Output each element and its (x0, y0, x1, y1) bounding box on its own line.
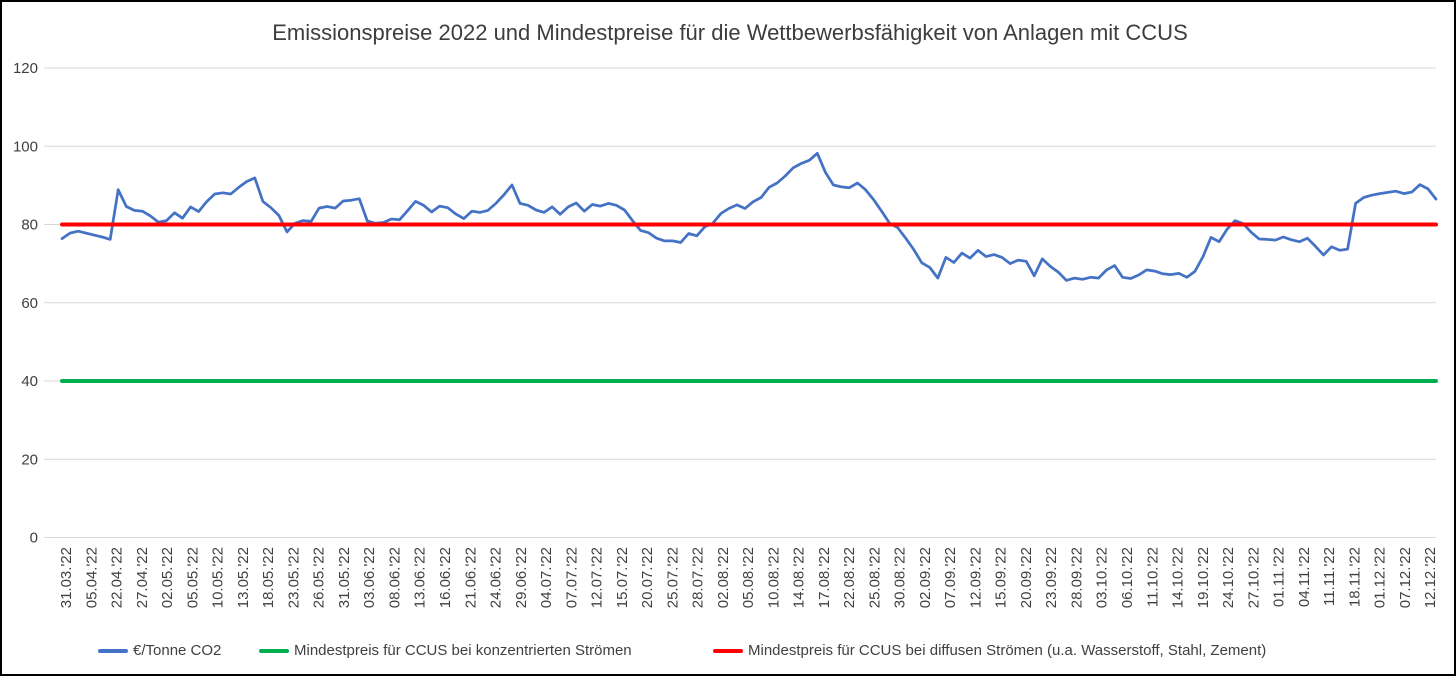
x-tick-label: 14.08.'22 (791, 547, 808, 608)
x-tick-label: 28.09.'22 (1068, 547, 1085, 608)
x-tick-label: 16.06.'22 (437, 547, 454, 608)
x-tick-label: 19.10.'22 (1195, 547, 1212, 608)
x-tick-label: 12.12.'22 (1422, 547, 1439, 608)
legend-item: Mindestpreis für CCUS bei diffusen Ström… (713, 642, 1266, 659)
y-tick-label: 40 (21, 373, 38, 390)
x-tick-label: 10.05.'22 (210, 547, 227, 608)
x-tick-label: 18.11.'22 (1346, 547, 1363, 607)
x-tick-label: 14.10.'22 (1170, 547, 1187, 608)
x-tick-label: 26.05.'22 (311, 547, 328, 608)
x-tick-label: 05.04.'22 (83, 547, 100, 608)
x-tick-label: 15.07.'22 (614, 547, 631, 608)
x-tick-label: 02.09.'22 (917, 547, 934, 608)
legend-label: Mindestpreis für CCUS bei konzentrierten… (294, 642, 632, 659)
x-tick-label: 29.06.'22 (513, 547, 530, 608)
gridlines (44, 67, 1436, 538)
x-tick-label: 01.12.'22 (1372, 547, 1389, 608)
x-tick-label: 24.06.'22 (488, 547, 505, 608)
x-tick-label: 27.04.'22 (134, 547, 151, 608)
legend-line-swatch (713, 648, 743, 653)
y-tick-label: 60 (21, 295, 38, 312)
x-tick-label: 31.05.'22 (336, 547, 353, 608)
y-tick-label: 120 (13, 60, 38, 77)
x-tick-label: 12.09.'22 (967, 547, 984, 608)
x-tick-label: 25.07.'22 (664, 547, 681, 608)
legend-label: Mindestpreis für CCUS bei diffusen Ström… (748, 642, 1267, 659)
y-tick-label: 100 (13, 138, 38, 155)
x-tick-label: 24.10.'22 (1220, 547, 1237, 608)
legend-line-swatch (259, 648, 289, 653)
x-tick-label: 23.05.'22 (285, 547, 302, 608)
x-tick-label: 28.07.'22 (690, 547, 707, 608)
x-tick-label: 13.05.'22 (235, 547, 252, 608)
chart-title: Emissionspreise 2022 und Mindestpreise f… (272, 20, 1188, 45)
x-tick-label: 02.05.'22 (159, 547, 176, 608)
x-tick-label: 07.12.'22 (1397, 547, 1414, 608)
x-tick-label: 05.05.'22 (184, 547, 201, 608)
x-tick-label: 11.10.'22 (1144, 547, 1161, 607)
y-axis-tick-labels: 0 20 40 60 80 100 120 (13, 60, 38, 547)
x-tick-label: 03.06.'22 (361, 547, 378, 608)
x-tick-label: 06.10.'22 (1119, 547, 1136, 608)
legend-item: Mindestpreis für CCUS bei konzentrierten… (259, 642, 632, 659)
legend-item: €/Tonne CO2 (98, 642, 221, 659)
x-tick-label: 22.08.'22 (841, 547, 858, 608)
x-tick-label: 07.09.'22 (942, 547, 959, 608)
y-tick-label: 20 (21, 451, 38, 468)
x-tick-label: 25.08.'22 (866, 547, 883, 608)
x-tick-label: 23.09.'22 (1043, 547, 1060, 608)
x-tick-label: 27.10.'22 (1245, 547, 1262, 608)
x-tick-label: 20.07.'22 (639, 547, 656, 608)
legend-line-swatch (98, 648, 128, 653)
legend-label: €/Tonne CO2 (133, 642, 222, 659)
x-tick-label: 21.06.'22 (462, 547, 479, 608)
x-tick-label: 08.06.'22 (386, 547, 403, 608)
x-tick-label: 12.07.'22 (589, 547, 606, 608)
x-tick-label: 17.08.'22 (816, 547, 833, 608)
x-tick-label: 02.08.'22 (715, 547, 732, 608)
x-tick-label: 04.07.'22 (538, 547, 555, 608)
data-series-lines (60, 151, 1438, 383)
x-tick-label: 03.10.'22 (1094, 547, 1111, 608)
x-tick-label: 18.05.'22 (260, 547, 277, 608)
co2-price-line (60, 151, 1438, 282)
x-tick-label: 31.03.'22 (58, 547, 75, 608)
x-tick-label: 22.04.'22 (109, 547, 126, 608)
y-tick-label: 80 (21, 217, 38, 234)
x-tick-label: 10.08.'22 (765, 547, 782, 608)
x-tick-label: 13.06.'22 (412, 547, 429, 608)
x-tick-label: 11.11.'22 (1321, 547, 1338, 606)
y-tick-label: 0 (30, 530, 38, 547)
x-tick-label: 05.08.'22 (740, 547, 757, 608)
x-tick-label: 20.09.'22 (1018, 547, 1035, 608)
x-tick-label: 04.11.'22 (1296, 547, 1313, 607)
x-tick-label: 07.07.'22 (563, 547, 580, 608)
x-axis-tick-labels: 31.03.'22 05.04.'22 22.04.'22 27.04.'22 02.0… (58, 547, 1439, 608)
x-tick-label: 01.11.'22 (1271, 547, 1288, 607)
x-tick-label: 30.08.'22 (892, 547, 909, 608)
x-tick-label: 15.09.'22 (993, 547, 1010, 608)
